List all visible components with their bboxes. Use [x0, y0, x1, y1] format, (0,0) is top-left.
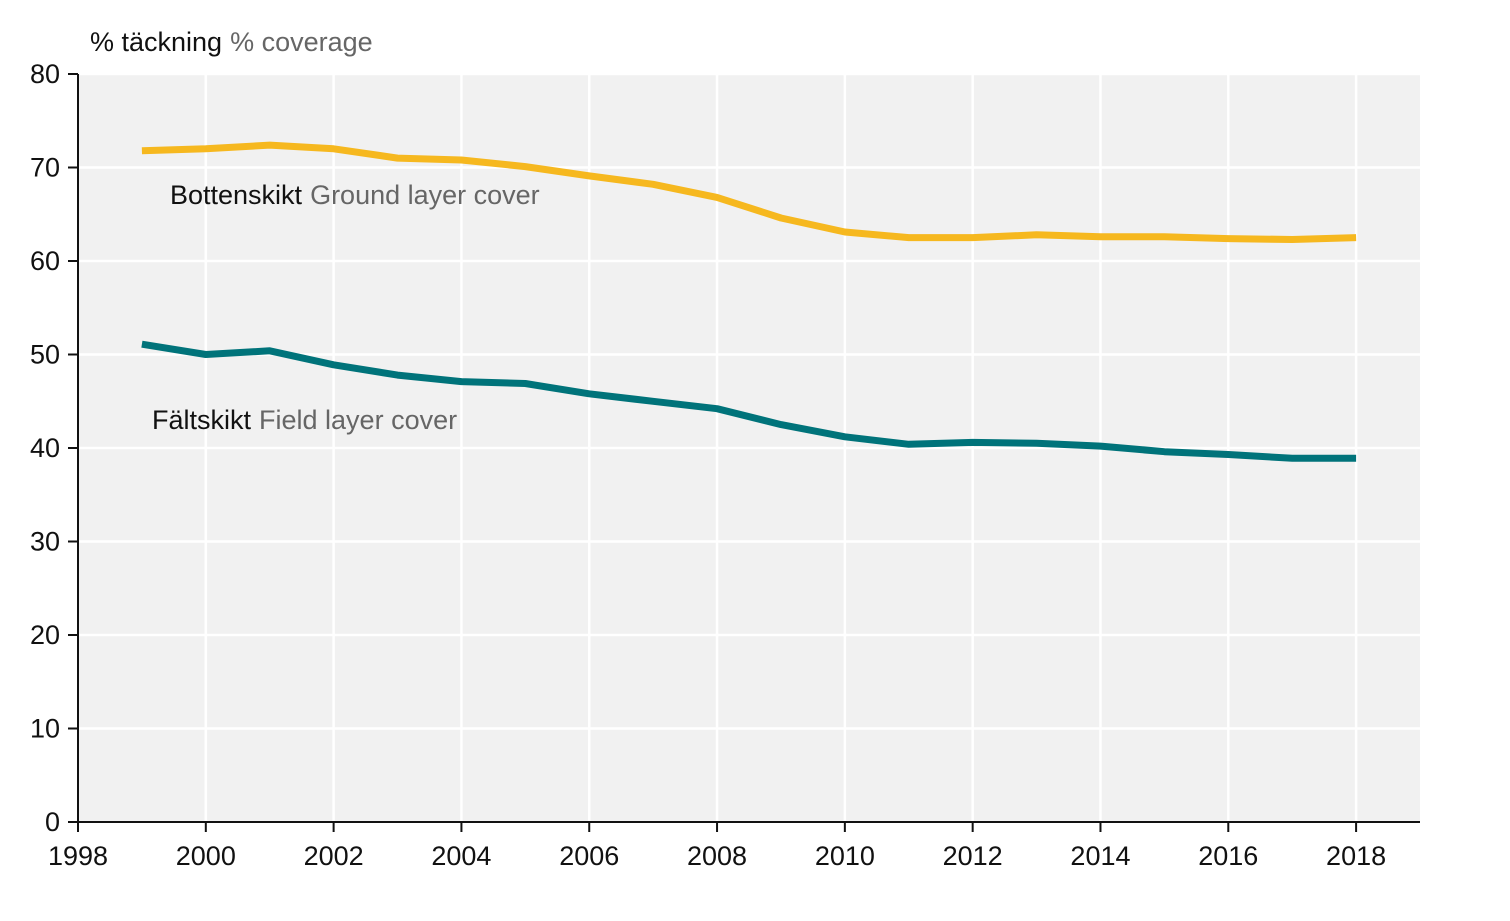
y-axis-title: % täckning % coverage	[90, 27, 373, 57]
tick-labels: 0 10 20 30 40 50 60 70 80 1998 2000 2002 2004 2006 200…	[30, 59, 1386, 871]
y-tick-label-20: 20	[30, 620, 60, 650]
series-label-field: Fältskikt Field layer cover	[152, 405, 457, 435]
series-label-field-en: Field layer cover	[259, 405, 457, 435]
x-tick-label-2006: 2006	[559, 841, 619, 871]
series-label-ground-sv: Bottenskikt	[170, 180, 303, 210]
x-tick-label-2018: 2018	[1326, 841, 1386, 871]
y-tick-label-10: 10	[30, 714, 60, 744]
x-tick-label-2014: 2014	[1070, 841, 1130, 871]
y-tick-label-30: 30	[30, 527, 60, 557]
y-axis-title-sv: % täckning	[90, 27, 222, 57]
x-tick-label-2000: 2000	[176, 841, 236, 871]
y-tick-label-0: 0	[45, 807, 60, 837]
y-tick-label-40: 40	[30, 433, 60, 463]
grid-lines	[78, 72, 1420, 822]
x-tick-label-2002: 2002	[304, 841, 364, 871]
y-tick-label-70: 70	[30, 153, 60, 183]
x-tick-label-2016: 2016	[1198, 841, 1258, 871]
axes	[68, 73, 1420, 832]
y-tick-label-80: 80	[30, 59, 60, 89]
series-label-field-sv: Fältskikt	[152, 405, 252, 435]
x-tick-label-2010: 2010	[815, 841, 875, 871]
series-label-ground-en: Ground layer cover	[310, 180, 540, 210]
series-line-field-layer	[141, 340, 1357, 462]
x-tick-label-2004: 2004	[431, 841, 491, 871]
series-label-ground: Bottenskikt Ground layer cover	[170, 180, 540, 210]
x-tick-label-2008: 2008	[687, 841, 747, 871]
y-tick-label-60: 60	[30, 246, 60, 276]
x-tick-label-1998: 1998	[48, 841, 108, 871]
y-axis-title-en: % coverage	[230, 27, 373, 57]
series-line-ground-layer	[141, 141, 1357, 243]
series-lines	[141, 141, 1357, 462]
x-tick-label-2012: 2012	[943, 841, 1003, 871]
y-tick-label-50: 50	[30, 340, 60, 370]
